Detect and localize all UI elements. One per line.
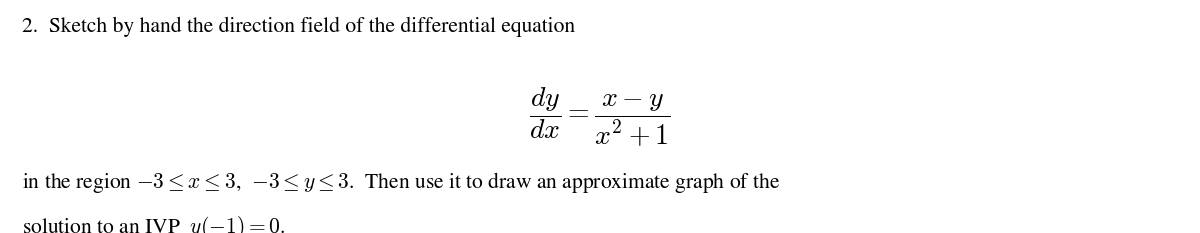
Text: 2.  Sketch by hand the direction field of the differential equation: 2. Sketch by hand the direction field of… <box>22 16 575 37</box>
Text: in the region $-3 \leq x \leq 3$,  $-3 \leq y \leq 3$.  Then use it to draw an a: in the region $-3 \leq x \leq 3$, $-3 \l… <box>22 170 780 195</box>
Text: solution to an IVP  $y(-1) = 0$.: solution to an IVP $y(-1) = 0$. <box>22 214 286 233</box>
Text: $\dfrac{dy}{dx} = \dfrac{x - y}{x^2 + 1}$: $\dfrac{dy}{dx} = \dfrac{x - y}{x^2 + 1}… <box>529 86 671 149</box>
